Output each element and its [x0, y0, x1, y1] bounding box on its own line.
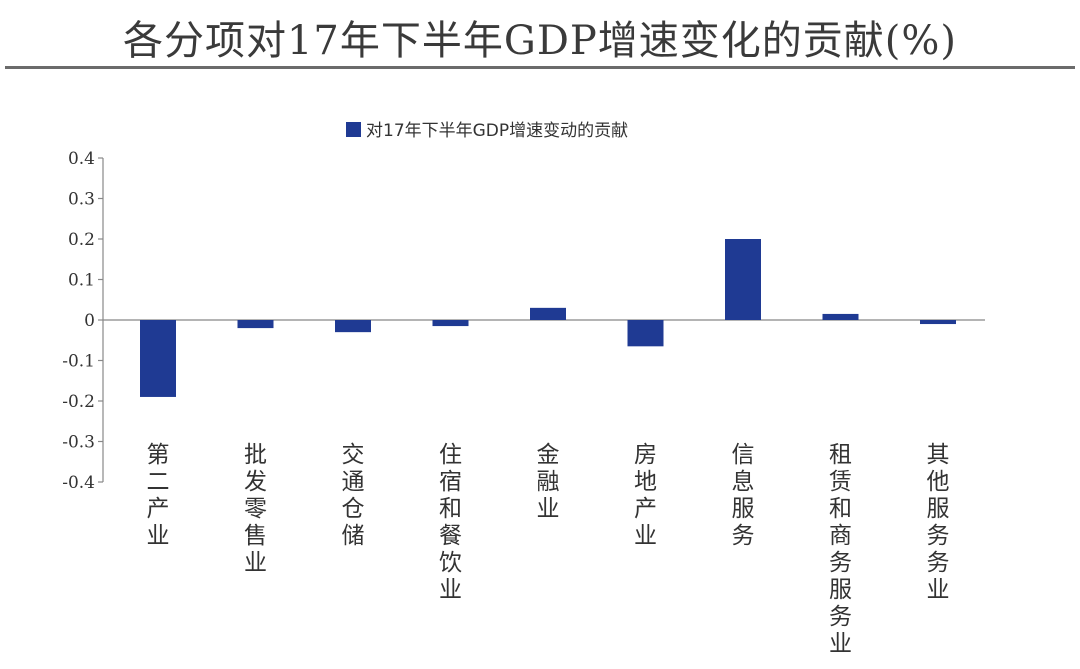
y-tick-label: -0.4 [62, 473, 95, 493]
bar [140, 320, 176, 397]
bar [335, 320, 371, 333]
category-label: 交通仓储 [342, 442, 365, 549]
y-tick-label: -0.3 [62, 433, 95, 453]
legend: 对17年下半年GDP增速变动的贡献 [346, 121, 628, 141]
bar [237, 320, 274, 329]
legend-label: 对17年下半年GDP增速变动的贡献 [366, 121, 628, 141]
category-label: 第二产业 [147, 442, 170, 549]
y-axis: 0.4 0.3 0.2 0.1 0 -0.1 -0.2 -0.3 -0.4 [62, 149, 104, 493]
bar [627, 320, 664, 347]
category-label: 批发零售业 [244, 442, 267, 576]
page-title: 各分项对17年下半年GDP增速变化的贡献(%) [122, 18, 958, 64]
y-tick-label: 0 [84, 311, 95, 331]
bar [725, 239, 761, 320]
y-tick-label: 0.3 [68, 190, 95, 210]
bar [822, 313, 859, 320]
category-label: 信息服务 [732, 442, 755, 549]
category-label: 房地产业 [634, 442, 657, 549]
category-labels: 第二产业 批发零售业 交通仓储 住宿和餐饮业 金融业 房地产业 信息服务 租赁和商务服务业 其他… [147, 442, 950, 657]
bar [432, 320, 469, 327]
bar-series [140, 239, 956, 397]
y-tick-label: 0.1 [68, 271, 95, 291]
category-label: 租赁和商务服务业 [829, 442, 852, 657]
y-tick-label: 0.2 [68, 230, 95, 250]
category-label: 其他服务务业 [927, 442, 950, 603]
category-label: 住宿和餐饮业 [439, 442, 462, 603]
title-divider [5, 66, 1075, 69]
y-tick-label: -0.1 [62, 352, 95, 372]
legend-swatch [346, 122, 361, 137]
bar [920, 320, 956, 325]
y-tick-label: -0.2 [62, 392, 95, 412]
y-tick-label: 0.4 [68, 149, 95, 169]
category-label: 金融业 [537, 442, 560, 522]
bar [530, 307, 566, 320]
